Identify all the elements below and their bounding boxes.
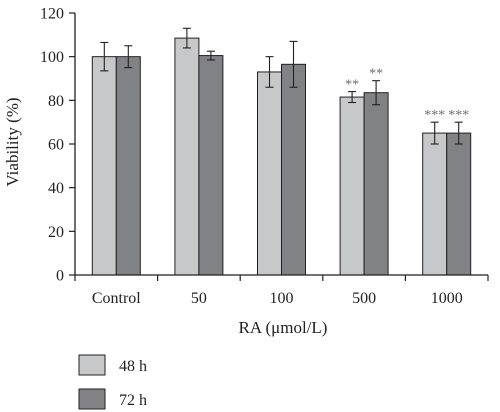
error-bars	[100, 27, 463, 145]
bar-72h-1000	[446, 132, 472, 276]
bar-72h-50	[198, 55, 224, 276]
y-tick-label: 100	[40, 49, 64, 66]
y-axis-title: Viability (%)	[3, 97, 22, 186]
bar-72h-100	[281, 63, 306, 276]
significance-labels: **********	[345, 67, 469, 123]
y-tick-label: 20	[48, 224, 64, 241]
x-tick-label: 1000	[431, 290, 463, 307]
bar-48h-1000	[422, 132, 448, 276]
significance-label: ***	[424, 108, 445, 123]
bar-72h-500	[363, 92, 389, 276]
legend-swatch-72h	[78, 388, 106, 410]
bar-48h-Control	[91, 56, 117, 276]
y-tick-label: 80	[48, 93, 64, 110]
y-tick-label: 40	[48, 180, 64, 197]
x-tick-label: Control	[92, 290, 141, 307]
x-axis-ticks: Control 50 100 500 1000	[74, 275, 489, 307]
legend-label: 48 h	[119, 358, 147, 375]
y-tick-label: 120	[40, 6, 64, 23]
significance-label: **	[369, 67, 383, 82]
x-tick-label: 100	[270, 290, 294, 307]
bar-48h-500	[339, 96, 365, 276]
x-axis-title: RA (μmol/L)	[239, 318, 328, 337]
legend: 48 h 72 h	[78, 354, 147, 410]
significance-label: **	[345, 78, 359, 93]
x-tick-label: 50	[191, 290, 207, 307]
significance-label: ***	[448, 108, 469, 123]
bar-72h-Control	[115, 56, 141, 276]
bar-48h-50	[174, 37, 200, 276]
x-tick-label: 500	[352, 290, 376, 307]
y-tick-label: 60	[48, 137, 64, 154]
bar-48h-100	[257, 71, 282, 276]
y-axis-ticks: 0 20 40 60 80 100 120	[40, 6, 75, 285]
y-tick-label: 0	[56, 268, 64, 285]
bar-marks	[91, 37, 472, 276]
legend-swatch-48h	[78, 354, 106, 376]
legend-label: 72 h	[119, 392, 147, 409]
